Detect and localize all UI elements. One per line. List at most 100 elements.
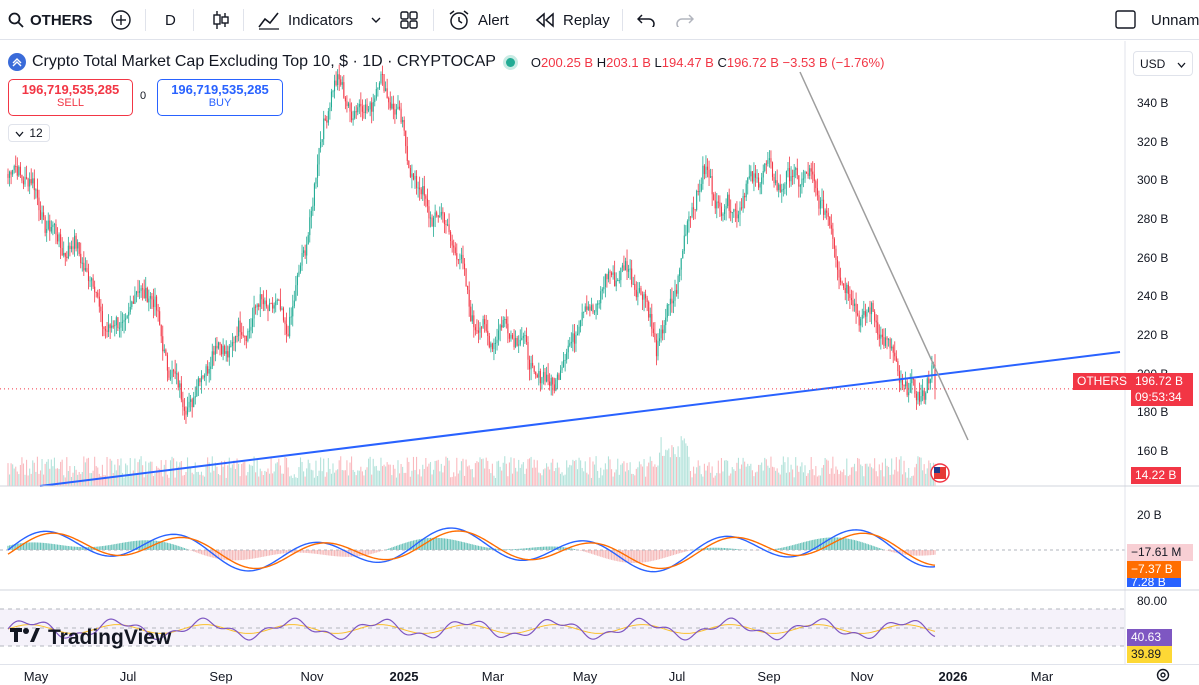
volume-bar (607, 456, 610, 486)
macd-histogram-bar (369, 550, 371, 555)
macd-histogram-bar (572, 548, 574, 550)
buy-button[interactable]: 196,719,535,285 BUY (157, 79, 283, 116)
volume-bar (419, 469, 421, 486)
undo-button[interactable] (637, 0, 655, 40)
indicators-collapse-button[interactable]: 12 (8, 124, 50, 142)
macd-histogram-bar (112, 544, 114, 550)
candle (143, 279, 145, 299)
volume-bar (114, 464, 116, 486)
macd-histogram-bar (612, 550, 614, 561)
volume-bar (912, 475, 914, 486)
macd-histogram-bar (446, 538, 449, 550)
candle (758, 172, 760, 191)
macd-histogram-bar (346, 550, 348, 557)
volume-bar (909, 477, 911, 486)
candle (227, 345, 229, 362)
candle (871, 301, 873, 325)
candle (375, 82, 377, 101)
volume-bar (84, 462, 86, 486)
candle (665, 308, 667, 334)
time-tick: Jul (668, 669, 686, 684)
volume-bar (423, 468, 425, 486)
macd-histogram-bar (553, 546, 555, 550)
volume-bar (713, 477, 715, 486)
candle (751, 170, 753, 184)
interval-button[interactable]: D (165, 0, 176, 40)
chart-type-button[interactable] (212, 0, 230, 40)
candle (491, 342, 493, 353)
volume-bar (652, 466, 654, 486)
chevron-down-icon[interactable] (371, 17, 381, 23)
volume-bar (911, 476, 913, 486)
volume-bar (355, 475, 357, 486)
layout-name-button[interactable]: Unnamed (1115, 0, 1199, 40)
legend-title[interactable]: Crypto Total Market Cap Excluding Top 10… (32, 53, 496, 70)
tradingview-logo[interactable]: TradingView (10, 626, 171, 650)
sell-button[interactable]: 196,719,535,285 SELL (8, 79, 133, 116)
time-axis[interactable]: May Jul Sep Nov 2025 Mar May Jul Sep Nov… (0, 664, 1199, 685)
candle (538, 362, 540, 386)
candle (134, 286, 136, 305)
candle (279, 288, 281, 312)
compare-symbol-button[interactable] (110, 0, 132, 40)
volume-bar (826, 459, 828, 486)
volume-bar (702, 476, 704, 486)
candle (747, 177, 749, 195)
settings-icon[interactable] (1155, 667, 1171, 685)
indicators-button[interactable]: Indicators (258, 0, 381, 40)
candle (16, 157, 18, 180)
volume-bar (282, 473, 285, 486)
candle (89, 276, 91, 287)
price-chart[interactable] (0, 41, 1199, 664)
candle (354, 106, 356, 120)
volume-bar (194, 462, 196, 486)
macd-histogram-bar (847, 538, 849, 550)
candle (32, 172, 34, 189)
volume-bar (563, 475, 565, 486)
volume-bar (762, 470, 764, 486)
volume-bar (629, 462, 631, 486)
macd-histogram-bar (818, 538, 820, 550)
candle (132, 295, 134, 304)
volume-bar (303, 471, 305, 486)
macd-histogram-bar (838, 537, 840, 550)
macd-histogram-bar (635, 550, 637, 563)
candle (403, 116, 405, 137)
volume-bar (278, 458, 280, 486)
layouts-button[interactable] (399, 0, 419, 40)
volume-bar (884, 458, 887, 486)
candle (388, 96, 390, 110)
candle (688, 211, 690, 233)
volume-bar (479, 457, 481, 486)
countdown-tag: 09:53:34 (1131, 389, 1193, 406)
macd-histogram-bar (906, 550, 908, 555)
volume-tag: 14.22 B (1131, 467, 1181, 484)
candle (607, 268, 610, 283)
currency-select[interactable]: USD (1133, 51, 1193, 76)
volume-bar (672, 447, 675, 486)
macd-histogram-bar (827, 537, 829, 550)
volume-bar (459, 470, 461, 486)
volume-bar (669, 457, 671, 486)
symbol-search-button[interactable]: OTHERS (8, 0, 93, 40)
candle (779, 174, 781, 193)
alert-button[interactable]: Alert (448, 0, 509, 40)
candle (775, 171, 777, 186)
macd-histogram-bar (247, 550, 249, 560)
volume-bar (230, 467, 232, 486)
macd-histogram-bar (532, 547, 534, 550)
macd-histogram-bar (230, 550, 232, 561)
replay-button[interactable]: Replay (535, 0, 610, 40)
candle (702, 156, 704, 190)
macd-histogram-bar (208, 550, 210, 557)
time-tick: May (23, 669, 49, 684)
redo-button[interactable] (676, 0, 694, 40)
low-value: 194.47 B (661, 54, 714, 70)
candle (827, 208, 829, 227)
macd-histogram-bar (733, 548, 735, 550)
candle (634, 274, 636, 297)
candle (806, 171, 808, 174)
candle (171, 360, 173, 385)
candle (306, 236, 308, 264)
candle (470, 299, 472, 322)
